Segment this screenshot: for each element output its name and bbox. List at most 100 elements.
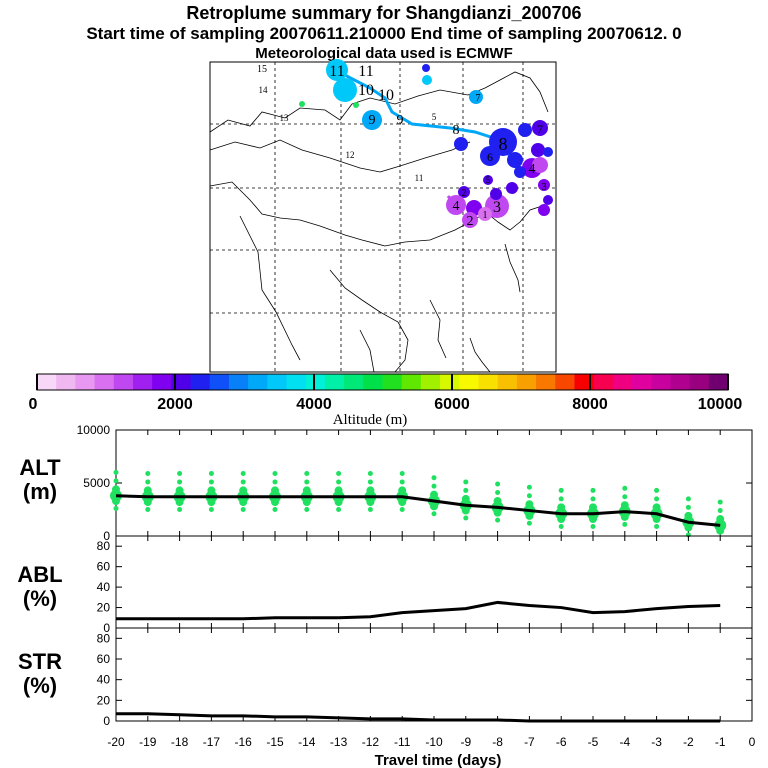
series-line	[115, 494, 721, 527]
traj-label: 9	[369, 113, 376, 128]
traj-label: 3	[542, 182, 547, 193]
alt-scatter-point	[145, 470, 151, 476]
colorbar-cell	[37, 374, 57, 390]
colorbar-cell	[190, 374, 211, 390]
traj-label: 1	[483, 210, 488, 221]
alt-scatter-point	[240, 507, 246, 512]
y-tick-label: 60	[97, 652, 111, 666]
alt-scatter-point	[495, 490, 501, 496]
y-tick-label: 20	[97, 601, 111, 615]
colorbar-cell	[612, 374, 633, 390]
x-tick-label: -13	[330, 735, 348, 749]
x-tick-label: 0	[749, 735, 756, 749]
str-axis-label: STR (%)	[18, 649, 62, 698]
traj-label: 7	[537, 122, 543, 136]
colorbar-cell	[132, 374, 153, 390]
colorbar-cell	[363, 374, 383, 390]
y-tick-label: 10000	[77, 423, 111, 437]
colorbar-cell	[248, 374, 268, 390]
alt-scatter-point	[177, 470, 183, 476]
alt-scatter-point	[239, 486, 248, 495]
x-axis-label: Travel time (days)	[375, 752, 502, 768]
traj-label: 4	[529, 162, 536, 177]
alt-axis-label: ALT (m)	[19, 455, 61, 504]
alt-scatter-point	[367, 507, 373, 512]
alt-scatter-point	[398, 486, 407, 495]
alt-scatter-point	[143, 486, 152, 495]
traj-label: 3	[493, 199, 501, 216]
x-tick-label: -1	[715, 735, 726, 749]
x-tick-label: -8	[492, 735, 503, 749]
alt-scatter-point	[717, 508, 723, 514]
colorbar-cell	[209, 374, 230, 390]
colorbar-cell	[171, 374, 192, 390]
traj-label: 8	[453, 123, 460, 138]
colorbar-cell	[440, 374, 460, 390]
alt-scatter-point	[463, 487, 469, 493]
alt-scatter-point	[557, 503, 566, 512]
alt-scatter-point	[717, 499, 723, 505]
alt-scatter-point	[622, 494, 628, 500]
alt-scatter-point	[558, 523, 564, 529]
chart-title: Retroplume summary for Shangdianzi_20070…	[186, 3, 582, 23]
sampling-time-line: Start time of sampling 20070611.210000 E…	[86, 24, 682, 43]
alt-scatter-point	[302, 486, 311, 495]
alt-scatter-point	[589, 503, 597, 512]
colorbar-cell	[152, 374, 172, 390]
alt-scatter-point	[654, 487, 660, 493]
alt-scatter-point	[399, 470, 405, 476]
x-tick-label: -5	[588, 735, 599, 749]
colorbar-cell	[344, 374, 364, 390]
x-tick-label: -9	[460, 735, 471, 749]
alt-scatter-point	[367, 470, 373, 476]
alt-scatter-point	[463, 515, 469, 521]
alt-scatter-point	[654, 523, 660, 529]
alt-scatter-point	[367, 479, 373, 485]
alt-scatter-point	[208, 470, 214, 476]
alt-scatter-point	[113, 469, 119, 475]
x-tick-label: -19	[139, 735, 157, 749]
alt-scatter-point	[399, 479, 405, 485]
colorbar-cell	[593, 374, 614, 390]
alt-scatter-point	[177, 479, 183, 485]
colorbar-cell	[555, 374, 575, 390]
alt-scatter-point	[272, 470, 278, 476]
alt-scatter-point	[558, 487, 564, 493]
colorbar-cell	[75, 374, 96, 390]
alt-scatter-point	[208, 507, 214, 512]
traj-label: 2	[467, 214, 474, 229]
y-tick-label: 40	[97, 673, 111, 687]
alt-scatter-point	[334, 486, 343, 495]
colorbar-cell	[478, 374, 499, 390]
traj-label: 5	[432, 112, 437, 122]
alt-scatter-point	[654, 496, 660, 502]
traj-label: 7	[476, 93, 481, 104]
traj-label: 6	[487, 150, 493, 164]
colorbar-tick: 10000	[698, 396, 743, 413]
alt-scatter-point	[558, 496, 564, 502]
meteorological-data-line: Meteorological data used is ECMWF	[255, 45, 513, 62]
colorbar-tick: 2000	[157, 396, 193, 413]
colorbar-tick: 0	[29, 396, 38, 413]
traj-label: 12	[346, 150, 355, 160]
alt-scatter-point	[271, 486, 279, 495]
x-tick-label: -17	[203, 735, 221, 749]
colorbar-tick: 6000	[434, 396, 470, 413]
alt-scatter-point	[622, 485, 628, 491]
y-tick-label: 0	[103, 621, 110, 635]
alt-scatter-point	[304, 479, 310, 485]
y-tick-label: 5000	[83, 476, 110, 490]
alt-scatter-point	[336, 507, 342, 512]
colorbar-cell	[56, 374, 76, 390]
traj-label: 2	[462, 188, 467, 199]
alt-scatter-point	[716, 515, 725, 524]
alt-scatter-point	[272, 479, 278, 485]
alt-scatter-point	[685, 496, 691, 502]
y-tick-label: 0	[103, 714, 110, 728]
x-tick-label: -14	[298, 735, 316, 749]
y-tick-label: 80	[97, 539, 111, 553]
x-tick-label: -12	[362, 735, 380, 749]
alt-scatter-point	[399, 507, 405, 512]
